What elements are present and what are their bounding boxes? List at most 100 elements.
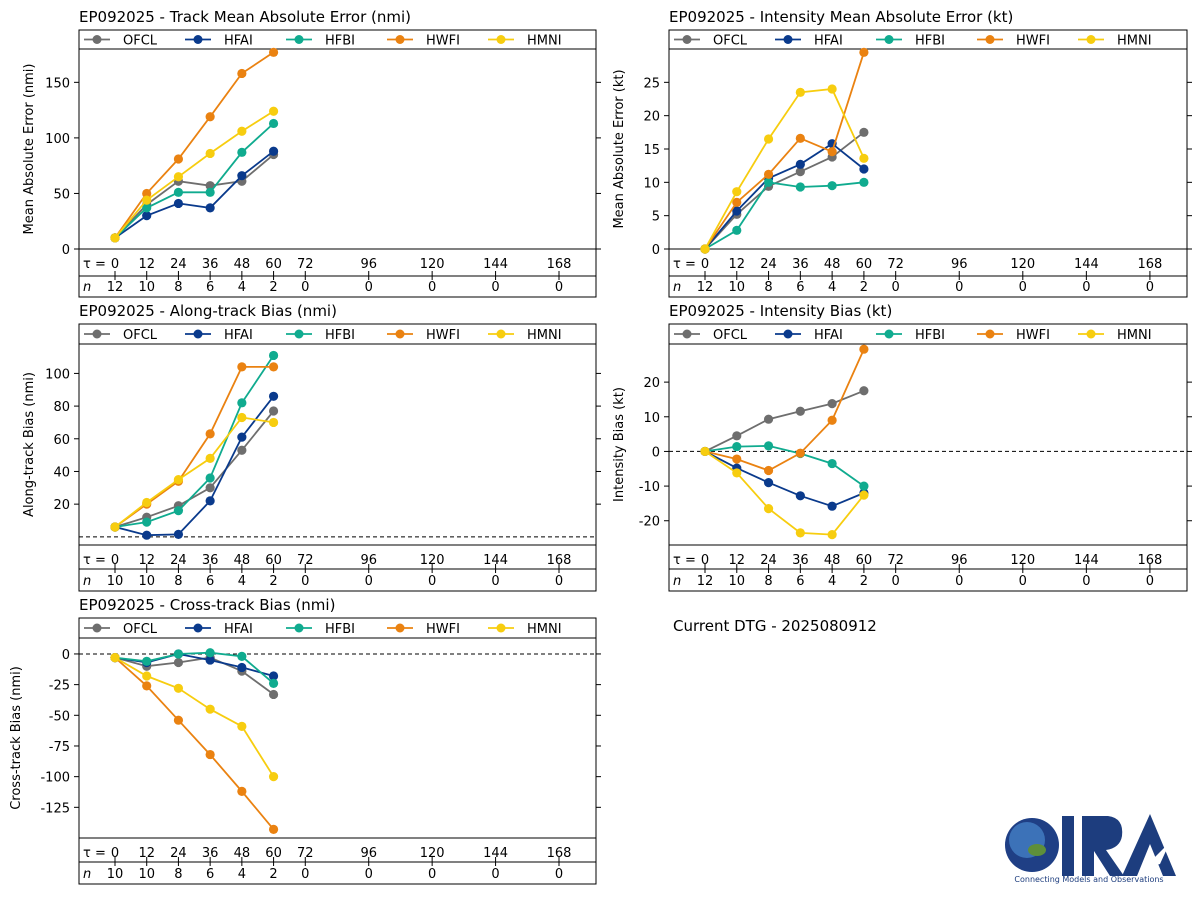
y-tick-label: -50: [49, 709, 70, 724]
tau-tick-label: 144: [483, 846, 508, 861]
legend-marker: [193, 329, 203, 339]
n-value-label: 0: [1146, 574, 1154, 589]
data-point: [237, 147, 247, 157]
data-point: [859, 164, 869, 174]
n-value-label: 0: [1082, 574, 1090, 589]
data-point: [732, 441, 742, 452]
series-hmni: [700, 84, 869, 254]
n-value-label: 10: [729, 574, 746, 589]
y-tick-label: -75: [49, 740, 70, 755]
data-point: [173, 154, 184, 164]
legend-item-ofcl: OFCL: [84, 34, 158, 49]
legend-item-hfbi: HFBI: [876, 34, 945, 49]
legend-marker: [682, 329, 692, 339]
legend-marker: [92, 623, 102, 633]
legend-item-hmni: HMNI: [488, 328, 562, 343]
tau-tick-label: 168: [547, 846, 572, 861]
n-value-label: 0: [955, 280, 963, 295]
tau-tick-label: 144: [483, 257, 508, 272]
data-point: [763, 134, 774, 144]
data-point: [268, 350, 279, 361]
tau-tick-label: 48: [234, 846, 251, 861]
tau-tick-label: 120: [420, 553, 445, 568]
data-point: [142, 203, 152, 213]
tau-tick-label: 144: [1074, 257, 1099, 272]
data-point: [142, 681, 152, 691]
y-axis-label: Along-track Bias (nmi): [22, 372, 37, 517]
series-hwfi: [110, 47, 279, 243]
tau-tick-label: 168: [1138, 553, 1163, 568]
data-point: [142, 656, 152, 666]
n-value-label: 0: [1082, 280, 1090, 295]
tau-tick-label: 24: [170, 257, 187, 272]
data-point: [827, 501, 837, 511]
legend-marker: [1086, 35, 1096, 44]
n-value-label: 4: [828, 574, 836, 589]
legend-marker: [294, 623, 304, 633]
series-hmni: [700, 446, 869, 540]
y-tick-label: 100: [45, 132, 70, 147]
legend-label: OFCL: [713, 34, 748, 49]
n-value-label: 12: [697, 280, 714, 295]
n-value-label: 10: [138, 867, 155, 882]
n-value-label: 0: [955, 574, 963, 589]
legend-marker: [682, 35, 692, 44]
series-hmni: [110, 106, 279, 243]
tau-tick-label: 72: [297, 846, 314, 861]
data-point: [268, 362, 279, 372]
series-line: [704, 131, 865, 250]
legend-marker: [294, 35, 304, 44]
tau-tick-label: 72: [297, 257, 314, 272]
legend-label: OFCL: [123, 34, 158, 49]
n-value-label: 6: [206, 280, 214, 295]
n-value-label: 2: [269, 280, 277, 295]
data-point: [237, 171, 247, 181]
data-point: [827, 530, 837, 540]
n-label: n: [673, 280, 681, 295]
n-value-label: 0: [892, 280, 900, 295]
chart-along_bias: EP092025 - Along-track Bias (nmi) OFCL HFA…: [22, 302, 601, 592]
legend-item-hfai: HFAI: [185, 622, 253, 637]
data-point: [859, 386, 869, 396]
legend-marker: [1086, 329, 1096, 339]
tau-tick-label: 36: [792, 553, 809, 568]
data-point: [142, 671, 152, 681]
tau-tick-label: 12: [138, 846, 155, 861]
legend-marker: [496, 35, 506, 44]
n-value-label: 4: [238, 280, 246, 295]
series-line: [114, 395, 275, 537]
n-value-label: 2: [269, 574, 277, 589]
tau-tick-label: 24: [170, 553, 187, 568]
n-value-label: 0: [491, 574, 499, 589]
data-point: [142, 517, 152, 527]
n-value-label: 4: [238, 867, 246, 882]
data-point: [268, 47, 279, 57]
n-value-label: 10: [138, 280, 155, 295]
legend-item-ofcl: OFCL: [674, 328, 748, 343]
chart-cross_bias: EP092025 - Cross-track Bias (nmi) OFCL HFA…: [9, 596, 601, 885]
chart-title: EP092025 - Cross-track Bias (nmi): [79, 596, 335, 614]
n-value-label: 6: [206, 574, 214, 589]
series-hmni: [110, 412, 279, 532]
legend-label: HFBI: [325, 34, 355, 49]
legend-label: HWFI: [1016, 328, 1050, 343]
series-hfai: [110, 391, 279, 540]
data-point: [859, 47, 869, 57]
tau-tick-label: 60: [265, 257, 282, 272]
legend-marker: [92, 329, 102, 339]
tau-tick-label: 0: [111, 257, 119, 272]
n-value-label: 10: [107, 867, 124, 882]
legend-marker: [884, 35, 894, 44]
legend-label: OFCL: [123, 622, 158, 637]
series-line: [114, 656, 275, 830]
data-point: [827, 415, 837, 425]
data-point: [237, 786, 247, 796]
n-value-label: 10: [138, 574, 155, 589]
data-point: [732, 187, 742, 197]
tau-tick-label: 12: [138, 553, 155, 568]
tau-tick-label: 72: [297, 553, 314, 568]
data-point: [268, 106, 279, 116]
tau-tick-label: 168: [1138, 257, 1163, 272]
series-line: [114, 416, 274, 528]
legend-marker: [294, 329, 304, 339]
